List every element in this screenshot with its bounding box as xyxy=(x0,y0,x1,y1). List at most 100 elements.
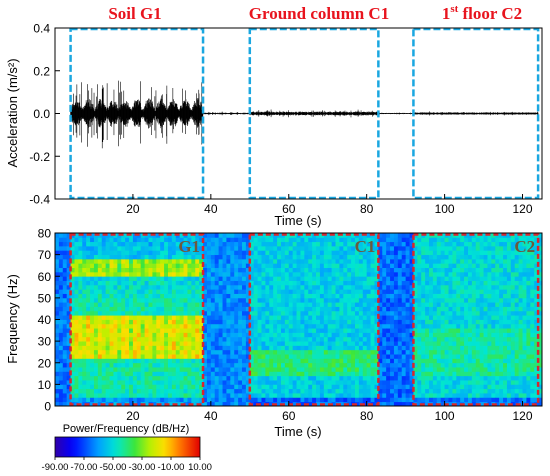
spectrogram-cell xyxy=(171,306,177,312)
spectrogram-cell xyxy=(90,388,95,394)
spectrogram-cell xyxy=(280,241,286,247)
spectrogram-cell xyxy=(218,241,223,247)
spectrogram-cell xyxy=(140,323,146,329)
spectrogram-cell xyxy=(343,315,348,320)
spectrogram-cell xyxy=(125,397,130,403)
spectrogram-cell xyxy=(206,310,212,316)
spectrogram-cell xyxy=(319,319,325,325)
spectrogram-cell xyxy=(125,258,130,264)
spectrogram-cell xyxy=(214,276,220,281)
spectrogram-cell xyxy=(280,302,286,307)
spectrogram-cell xyxy=(113,401,118,406)
spectrogram-cell xyxy=(362,384,368,390)
spectrogram-cell xyxy=(296,362,301,368)
spectrogram-cell xyxy=(339,289,344,294)
spectrogram-cell xyxy=(304,380,309,385)
spectrogram-cell xyxy=(277,315,282,320)
spectrogram-cell xyxy=(327,323,333,329)
spectrogram-cell xyxy=(261,254,266,260)
spectrogram-cell xyxy=(234,276,239,281)
spectrogram-cell xyxy=(62,250,68,256)
spectrogram-cell xyxy=(273,367,278,372)
spectrogram-cell xyxy=(191,345,196,351)
spectrogram-cell xyxy=(343,293,348,299)
spectrogram-cell xyxy=(109,345,114,351)
spectrogram-cell xyxy=(323,336,329,342)
spectrogram-cell xyxy=(82,397,87,403)
spectrogram-cell xyxy=(308,401,313,406)
spectrogram-cell xyxy=(129,388,134,394)
spectrogram-cell xyxy=(78,328,83,333)
spectrogram-cell xyxy=(214,375,220,381)
spectrogram-cell xyxy=(82,267,87,273)
spectrogram-cell xyxy=(277,250,282,256)
spectrogram-cell xyxy=(249,267,255,273)
spectrogram-cell xyxy=(167,332,173,338)
spectrogram-cell xyxy=(351,263,356,268)
spectrogram-cell xyxy=(238,284,243,290)
spectrogram-cell xyxy=(171,250,177,256)
spectrogram-cell xyxy=(195,284,200,290)
spectrogram-cell xyxy=(66,393,71,398)
spectrogram-cell xyxy=(257,367,262,372)
segment-title-c2-superscript: st xyxy=(450,3,458,15)
spectrogram-cell xyxy=(156,237,161,243)
spectrogram-cell xyxy=(160,393,165,398)
spectrogram-cell xyxy=(179,328,184,333)
spectrogram-cell xyxy=(300,237,305,243)
spectrogram-cell xyxy=(210,367,216,372)
spectrogram-cell xyxy=(222,380,227,385)
spectrogram-cell xyxy=(319,302,325,307)
spectrogram-cell xyxy=(78,258,83,264)
spectrogram-cell xyxy=(319,237,325,243)
spectrogram-cell xyxy=(319,336,325,342)
spectrogram-cell xyxy=(167,271,173,277)
spectrogram-cell xyxy=(234,297,239,303)
acceleration-series-3 xyxy=(378,112,414,115)
spectrogram-cell xyxy=(62,358,68,364)
spectrogram-cell xyxy=(136,375,142,381)
spectrogram-cell xyxy=(253,367,258,372)
spectrogram-cell xyxy=(156,393,161,398)
spectrogram-cell xyxy=(316,310,321,316)
spectrogram-cell xyxy=(335,302,340,307)
spectrogram-cell xyxy=(132,241,138,247)
spectrogram-cell xyxy=(362,271,368,277)
spectrogram-cell xyxy=(308,341,313,346)
spectrogram-cell xyxy=(179,237,184,243)
spectrogram-cell xyxy=(288,358,294,364)
spectrogram-cell xyxy=(206,380,212,385)
spectrogram-cell xyxy=(284,323,290,329)
spectrogram-cell xyxy=(97,336,103,342)
spectrogram-cell xyxy=(203,241,208,247)
spectrogram-cell xyxy=(183,271,188,277)
spectrogram-cell xyxy=(55,401,60,406)
spectrogram-cell xyxy=(343,284,348,290)
spectrogram-cell xyxy=(97,332,103,338)
spectrogram-cell xyxy=(86,367,91,372)
spectrogram-cell xyxy=(284,267,290,273)
spectrogram-cell xyxy=(238,375,243,381)
spectrogram-cell xyxy=(234,380,239,385)
spectrogram-cell xyxy=(347,401,352,406)
spectrogram-cell xyxy=(358,245,364,251)
spectrogram-cell xyxy=(339,388,344,394)
spectrogram-cell xyxy=(164,341,169,346)
spectrogram-cell xyxy=(58,367,64,372)
spectrogram-cell xyxy=(125,345,130,351)
spectrogram-cell xyxy=(125,276,130,281)
spectrogram-cell xyxy=(78,380,83,385)
spectrogram-cell xyxy=(167,358,173,364)
spectrogram-cell xyxy=(86,345,91,351)
spectrogram-cell xyxy=(292,237,297,243)
spectrogram-cell xyxy=(351,388,356,394)
spectrogram-cell xyxy=(230,293,235,299)
spectrogram-cell xyxy=(261,354,266,359)
spectrogram-cell xyxy=(136,323,142,329)
spectrogram-cell xyxy=(304,367,309,372)
spectrogram-cell xyxy=(179,233,184,238)
spectrogram-cell xyxy=(136,354,142,359)
spectrogram-cell xyxy=(347,354,352,359)
spectrogram-cell xyxy=(253,250,258,256)
spectrogram-cell xyxy=(277,384,282,390)
